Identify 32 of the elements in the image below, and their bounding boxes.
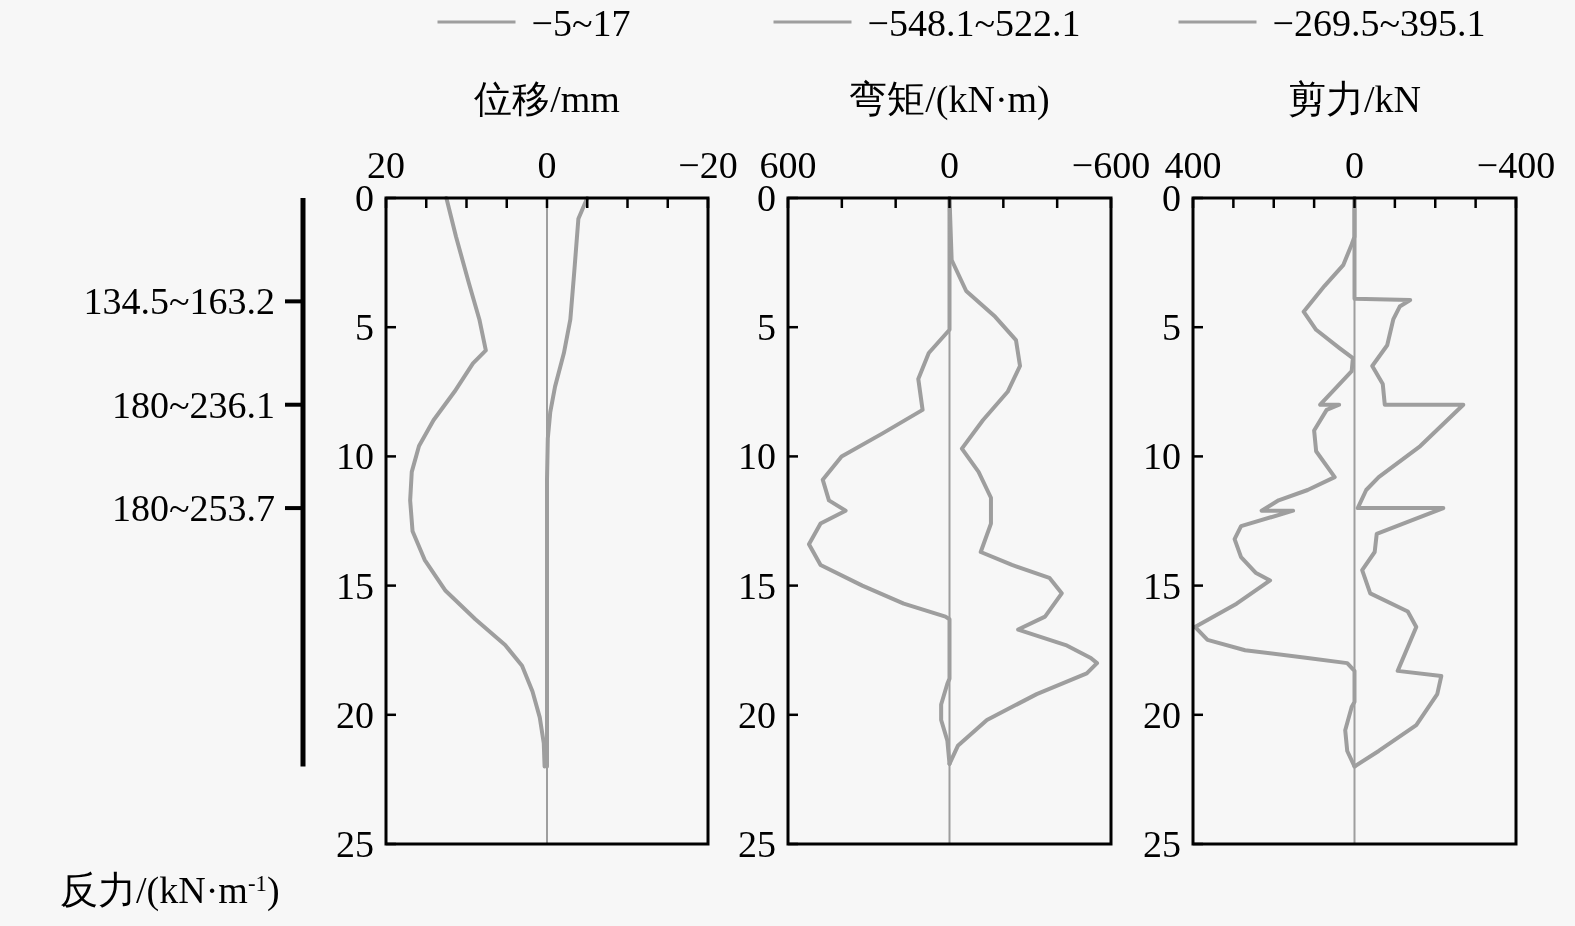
x-tick-label: 0 bbox=[940, 144, 959, 186]
y-tick-label: 5 bbox=[1162, 306, 1181, 349]
y-tick-label: 5 bbox=[757, 306, 776, 349]
y-tick-label: 0 bbox=[355, 177, 374, 219]
y-tick-label: 25 bbox=[738, 823, 776, 865]
text: 134.5~163.2 bbox=[83, 280, 275, 323]
legend-label: −269.5~395.1 bbox=[1272, 2, 1486, 44]
x-tick-label: 0 bbox=[537, 144, 557, 186]
y-tick-label: 5 bbox=[355, 306, 374, 349]
y-tick-label: 25 bbox=[336, 823, 374, 865]
text: 反力/(kN·m$^{-1}$) bbox=[60, 869, 280, 912]
text: 180~236.1 bbox=[111, 383, 275, 426]
y-tick-label: 10 bbox=[1143, 435, 1181, 478]
legend-label: −5~17 bbox=[531, 2, 631, 44]
y-tick-label: 15 bbox=[1143, 564, 1181, 607]
x-tick-label: −400 bbox=[1476, 144, 1556, 186]
y-tick-label: 10 bbox=[738, 435, 776, 478]
y-tick-label: 20 bbox=[336, 693, 374, 736]
legend-label: −548.1~522.1 bbox=[867, 2, 1081, 44]
x-axis-title: 位移/mm bbox=[474, 78, 620, 120]
y-tick-label: 15 bbox=[738, 564, 776, 607]
y-tick-label: 10 bbox=[336, 435, 374, 478]
y-tick-label: 25 bbox=[1143, 823, 1181, 865]
x-axis-title: 弯矩/(kN·m) bbox=[849, 78, 1050, 121]
x-tick-label: −20 bbox=[678, 144, 738, 186]
x-tick-label: −600 bbox=[1071, 144, 1151, 186]
x-axis-title: 剪力/kN bbox=[1288, 78, 1421, 120]
x-tick-label: 0 bbox=[1345, 144, 1364, 186]
text: 180~253.7 bbox=[111, 487, 275, 530]
y-tick-label: 20 bbox=[738, 693, 776, 736]
y-tick-label: 20 bbox=[1143, 693, 1181, 736]
y-tick-label: 15 bbox=[336, 564, 374, 607]
